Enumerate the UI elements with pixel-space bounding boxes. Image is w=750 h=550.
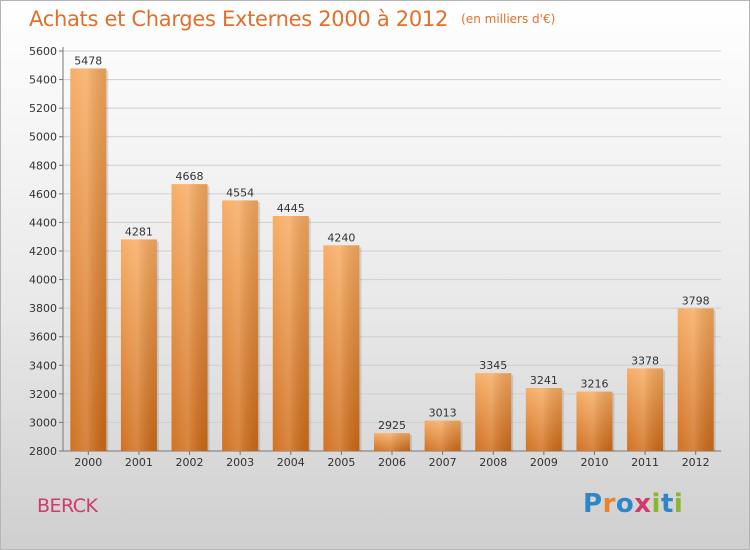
y-tick-label: 4600 [29,188,57,201]
y-tick-label: 3400 [29,359,57,372]
x-tick-label: 2012 [682,456,710,469]
x-tick-label: 2005 [327,456,355,469]
x-tick-label: 2002 [176,456,204,469]
bar-highlight [323,245,360,451]
y-tick-label: 4800 [29,159,57,172]
logo-letter: i [651,489,661,519]
bar-highlight [627,368,664,451]
x-tick-label: 2010 [580,456,608,469]
bar-highlight [272,216,309,451]
title-line: Achats et Charges Externes 2000 à 2012 (… [29,7,555,31]
commune-name: BERCK [37,495,98,517]
y-tick-label: 4200 [29,245,57,258]
bar-highlight [222,200,259,451]
x-tick-label: 2004 [277,456,305,469]
value-label: 4240 [327,231,355,244]
value-label: 3798 [682,294,710,307]
x-tick-label: 2008 [479,456,507,469]
x-tick-label: 2003 [226,456,254,469]
chart-unit: (en milliers d'€) [461,12,556,26]
value-label: 3241 [530,374,558,387]
value-label: 5478 [74,54,102,67]
bar-highlight [525,388,562,451]
bar-highlight [120,239,157,451]
value-label: 3345 [479,359,507,372]
value-label: 4281 [125,225,153,238]
logo-letter: x [634,489,652,519]
y-tick-label: 5200 [29,102,57,115]
x-tick-label: 2009 [530,456,558,469]
bar-highlight [475,373,512,451]
y-tick-label: 2800 [29,445,57,458]
x-tick-label: 2011 [631,456,659,469]
y-tick-label: 3800 [29,302,57,315]
value-label: 3013 [429,407,457,420]
y-tick-label: 4400 [29,216,57,229]
value-label: 4668 [176,170,204,183]
bar-highlight [171,184,208,451]
x-tick-label: 2007 [429,456,457,469]
bar-highlight [70,68,107,451]
x-tick-label: 2006 [378,456,406,469]
y-tick-label: 3200 [29,388,57,401]
bar-highlight [576,391,613,451]
y-tick-label: 3600 [29,331,57,344]
proxiti-logo[interactable]: Proxiti [583,489,683,519]
value-label: 2925 [378,419,406,432]
logo-letter: i [673,489,684,519]
logo-letter: r [602,489,616,519]
x-tick-label: 2001 [125,456,153,469]
logo-letter: P [583,489,603,519]
bar-highlight [374,433,410,451]
logo-letter: t [660,489,674,519]
value-label: 4554 [226,186,254,199]
y-tick-label: 5400 [29,74,57,87]
value-label: 3216 [580,378,608,391]
y-tick-label: 5000 [29,131,57,144]
x-tick-label: 2000 [74,456,102,469]
bar-highlight [424,420,461,451]
value-label: 4445 [277,202,305,215]
value-label: 3378 [631,354,659,367]
bar-highlight [677,308,714,451]
logo-letter: o [615,489,635,519]
chart-title: Achats et Charges Externes 2000 à 2012 [29,7,449,31]
y-tick-label: 5600 [29,45,57,58]
y-tick-label: 4000 [29,274,57,287]
y-tick-label: 3000 [29,416,57,429]
